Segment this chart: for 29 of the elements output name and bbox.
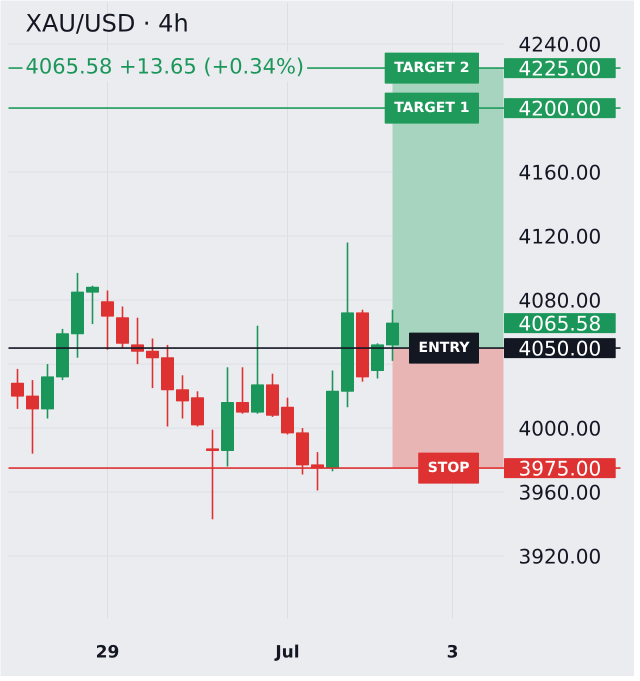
- candlestick: [11, 368, 24, 410]
- candlestick: [101, 290, 114, 350]
- annotation: 4225.00: [518, 56, 602, 81]
- text: 4065.58: [518, 312, 602, 336]
- annotation: 3975.00: [518, 456, 602, 481]
- annotation: 4050.00: [518, 336, 602, 361]
- text: 4065.58 +13.65 (+0.34%): [26, 54, 304, 78]
- candlestick: [86, 284, 99, 325]
- ref-line-label: TARGET 1: [394, 100, 470, 116]
- x-tick-label: 29: [96, 642, 120, 662]
- y-tick-label: 4240.00: [518, 32, 602, 57]
- y-tick-label: 4120.00: [518, 224, 602, 249]
- candlestick: [236, 366, 249, 414]
- y-tick-label: 4000.00: [518, 416, 602, 441]
- ref-line-label: STOP: [428, 460, 470, 476]
- candlestick: [146, 338, 159, 389]
- y-tick-label: 3960.00: [518, 480, 602, 505]
- chart-title: XAU/USD · 4h: [26, 10, 189, 38]
- candlestick: [386, 308, 399, 362]
- candlestick: [26, 379, 39, 454]
- x-tick-label: Jul: [274, 642, 300, 662]
- annotation: 4200.00: [518, 96, 602, 121]
- y-tick-label: 4160.00: [518, 160, 602, 185]
- ref-line-label: TARGET 2: [394, 60, 470, 76]
- x-tick-label: 3: [446, 642, 458, 662]
- y-tick-label: 4080.00: [518, 288, 602, 313]
- ref-line-label: ENTRY: [418, 340, 470, 356]
- y-tick-label: 3920.00: [518, 544, 602, 569]
- candlestick: [176, 374, 189, 420]
